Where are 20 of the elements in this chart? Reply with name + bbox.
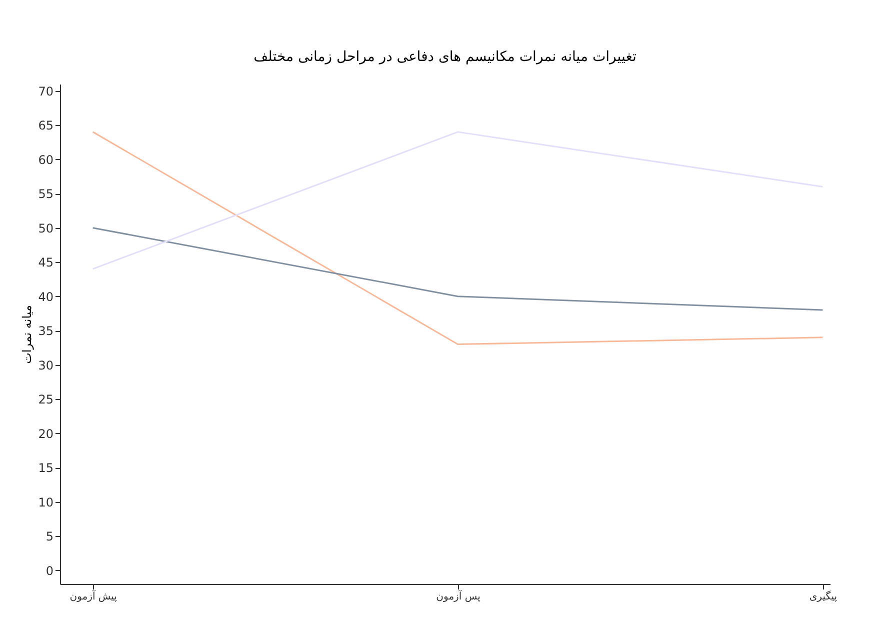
x-tick-label: پیش آزمون	[70, 590, 118, 602]
y-tick-label: 70	[38, 84, 54, 98]
y-tick-label: 50	[38, 221, 54, 236]
y-tick-label: 25	[38, 392, 54, 407]
y-tick-label: 20	[38, 426, 54, 441]
y-tick-label: 40	[38, 290, 54, 304]
y-tick-label: 35	[38, 324, 54, 338]
chart-title: تغییرات میانه نمرات مکانیسم های دفاعی در مراحل زمانی مختلف	[254, 49, 636, 65]
y-tick-label: 55	[38, 187, 54, 202]
y-tick-label: 15	[38, 461, 54, 476]
y-tick-label: 10	[38, 495, 54, 510]
y-tick-label: 65	[38, 118, 54, 133]
y-tick-label: 30	[38, 358, 54, 372]
y-tick-label: 60	[38, 152, 54, 167]
x-tick-label: پس آزمون	[436, 590, 481, 602]
y-tick-label: 45	[38, 256, 54, 270]
x-tick-label: پیگیری	[809, 590, 838, 602]
y-axis-title: میانه نمرات	[20, 305, 34, 364]
y-tick-label: 5	[46, 530, 54, 544]
y-tick-label: 0	[46, 564, 54, 578]
